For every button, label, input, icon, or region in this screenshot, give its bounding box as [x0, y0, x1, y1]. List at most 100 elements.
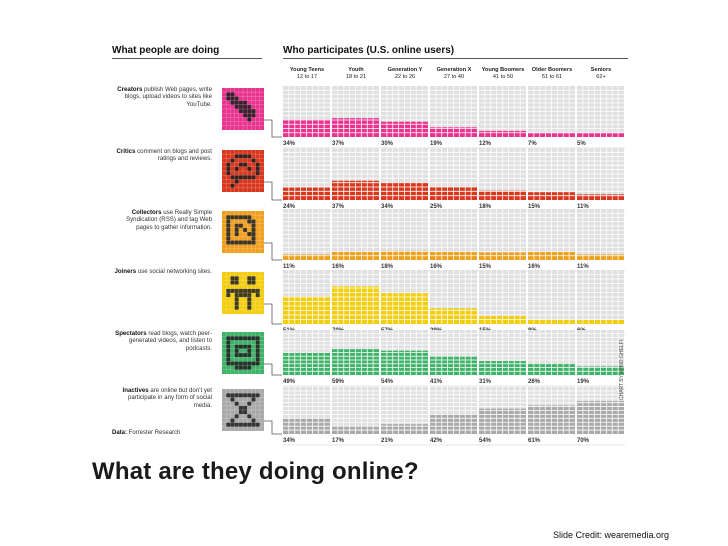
icon-pixel	[251, 276, 256, 281]
icon-pixel	[243, 344, 248, 349]
icon-pixel	[247, 166, 252, 171]
icon-pixel	[247, 240, 252, 245]
icon-pixel	[243, 154, 248, 159]
percent-label: 15%	[528, 204, 541, 210]
icon-pixel	[251, 236, 256, 241]
icon-pixel	[243, 293, 248, 298]
connector-line	[264, 303, 282, 325]
icon-pixel	[251, 393, 256, 398]
description-body: read blogs, watch peer-generated videos,…	[128, 330, 212, 352]
icon-pixel	[247, 336, 252, 341]
icon-pixel	[238, 393, 243, 398]
generation-header: Older Boomers 51 to 61	[528, 67, 576, 81]
icon-pixel	[230, 215, 235, 220]
percent-label: 61%	[528, 438, 541, 444]
icon-pixel	[226, 219, 231, 224]
icon-pixel	[238, 109, 243, 114]
description-text: Creators publish Web pages, write blogs,…	[114, 86, 212, 108]
icon-pixel	[238, 154, 243, 159]
icon-pixel	[226, 162, 231, 167]
right-header-rule	[283, 58, 628, 59]
percent-label: 37%	[332, 204, 345, 210]
percent-label: 54%	[479, 438, 492, 444]
icon-pixel	[234, 288, 239, 293]
percent-label: 37%	[332, 141, 345, 147]
generation-name: Seniors	[590, 67, 612, 73]
icon-pixel	[247, 215, 252, 220]
icon-pixel	[251, 336, 256, 341]
icon-pixel	[230, 336, 235, 341]
percent-label: 16%	[332, 264, 345, 270]
percent-label: 18%	[479, 204, 492, 210]
icon-pixel	[243, 175, 248, 180]
icon-pixel	[234, 215, 239, 220]
icon-pixel	[238, 344, 243, 349]
icon-pixel	[243, 240, 248, 245]
icon-pixel	[251, 227, 256, 232]
icon-pixel	[255, 340, 260, 345]
icon-pixel	[226, 422, 231, 427]
icon-pixel	[234, 297, 239, 302]
icon-pixel	[255, 353, 260, 358]
icon-pixel	[226, 336, 231, 341]
icon-pixel	[234, 336, 239, 341]
percent-label: 7%	[528, 141, 537, 147]
description-bold: Spectators	[115, 330, 147, 337]
percent-label: 21%	[381, 438, 394, 444]
percent-label: 31%	[479, 379, 492, 385]
icon-pixel	[247, 175, 252, 180]
icon-pixel	[243, 227, 248, 232]
icon-pixel	[247, 113, 252, 118]
icon-pixel	[243, 113, 248, 118]
percent-label: 5%	[577, 141, 586, 147]
source-value: Forrester Research	[128, 430, 181, 436]
icon-pixel	[251, 422, 256, 427]
icon-pixel	[255, 171, 260, 176]
description-text: Joiners use social networking sites.	[114, 268, 212, 275]
generation-ages: 27 to 40	[443, 74, 465, 80]
icon-pixel	[247, 305, 252, 310]
icon-pixel	[255, 393, 260, 398]
icon-pixel	[226, 166, 231, 171]
icon-pixel	[226, 361, 231, 366]
description-bold: Inactives	[122, 387, 149, 394]
icon-pixel	[238, 361, 243, 366]
icon-pixel	[243, 353, 248, 358]
icon-pixel	[234, 344, 239, 349]
icon-pixel	[247, 361, 252, 366]
icon-pixel	[234, 293, 239, 298]
generation-header: Generation X 27 to 40	[430, 67, 478, 81]
icon-pixel	[226, 288, 231, 293]
icon-pixel	[247, 232, 252, 237]
icon-pixel	[230, 175, 235, 180]
icon-pixel	[234, 276, 239, 281]
icon-pixel	[230, 276, 235, 281]
percent-label: 54%	[381, 379, 394, 385]
right-header: Who participates (U.S. online users)	[283, 45, 455, 56]
icon-pixel	[243, 405, 248, 410]
icon-pixel	[234, 179, 239, 184]
icon-pixel	[247, 353, 252, 358]
icon-pixel	[238, 100, 243, 105]
percent-label: 16%	[528, 264, 541, 270]
icon-pixel	[255, 348, 260, 353]
icon-pixel	[247, 154, 252, 159]
icon-pixel	[226, 96, 231, 101]
icon-pixel	[255, 288, 260, 293]
icon-pixel	[251, 232, 256, 237]
percent-label: 42%	[430, 438, 443, 444]
icon-pixel	[238, 422, 243, 427]
generation-ages: 18 to 21	[345, 74, 367, 80]
icon-pixel	[238, 365, 243, 370]
icon-pixel	[230, 158, 235, 163]
percent-label: 12%	[479, 141, 492, 147]
generation-name: Generation X	[436, 67, 472, 73]
connector-line	[264, 242, 282, 261]
icon-pixel	[238, 223, 243, 228]
icon-pixel	[243, 365, 248, 370]
icon-pixel	[251, 361, 256, 366]
generation-ages: 12 to 17	[296, 74, 318, 80]
connector-line	[264, 181, 282, 201]
icon-pixel	[251, 109, 256, 114]
